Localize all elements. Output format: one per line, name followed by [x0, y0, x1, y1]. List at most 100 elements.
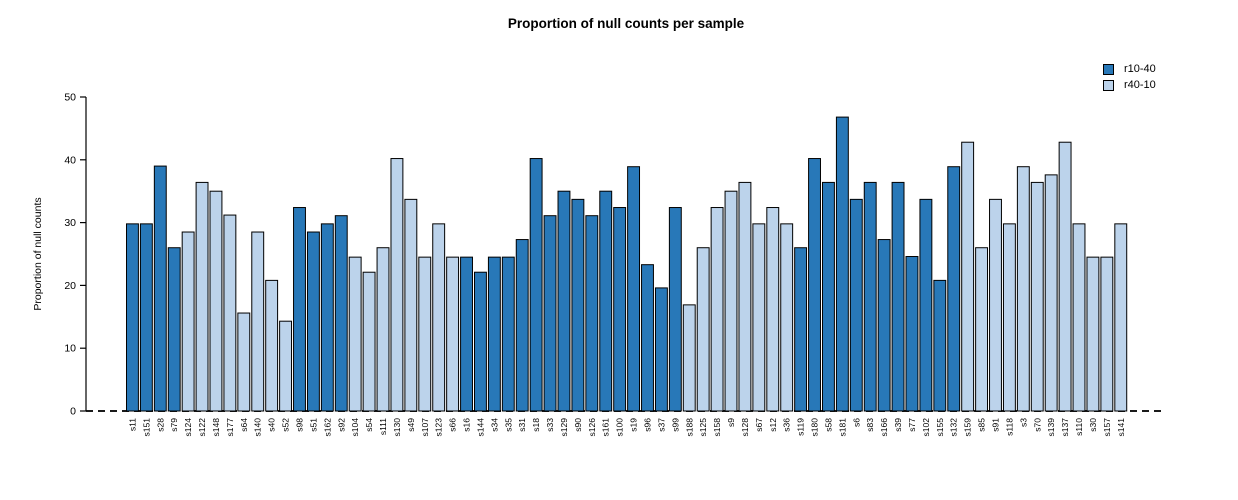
bar-s90 — [571, 198, 585, 412]
x-axis-label-s110: s110 — [1074, 418, 1084, 436]
x-axis-label-s83: s83 — [865, 418, 875, 432]
x-axis-label-s166: s166 — [879, 418, 889, 437]
legend: r10-40 r40-10 — [1103, 63, 1156, 91]
bar-s36 — [780, 223, 794, 412]
bar-s98 — [293, 207, 306, 412]
bar-s40 — [265, 279, 279, 412]
x-axis-label-s99: s99 — [670, 418, 680, 432]
x-axis-label-s54: s54 — [364, 418, 374, 432]
bar-s125 — [696, 247, 710, 412]
x-axis-label-s107: s107 — [420, 418, 430, 437]
x-axis-label-s90: s90 — [573, 418, 583, 432]
x-axis-label-s36: s36 — [782, 418, 792, 432]
bar-s155 — [933, 279, 947, 412]
x-axis-label-s137: s137 — [1060, 418, 1070, 437]
x-axis-label-s125: s125 — [698, 418, 708, 437]
x-axis-label-s126: s126 — [587, 418, 597, 437]
y-axis-tick-label: 10 — [64, 343, 76, 355]
bar-s148 — [209, 190, 223, 412]
x-axis-label-s35: s35 — [503, 418, 513, 432]
y-axis-tick-label: 30 — [64, 217, 76, 229]
x-axis-label-s100: s100 — [615, 418, 625, 437]
bar-s91 — [989, 198, 1002, 412]
bar-s102 — [919, 198, 933, 412]
bar-s124 — [181, 231, 195, 412]
bar-s6 — [849, 198, 863, 412]
y-axis-tick-label: 50 — [64, 92, 76, 104]
bar-s180 — [808, 158, 821, 412]
bar-s123 — [432, 223, 446, 412]
bar-s66 — [446, 256, 460, 412]
x-axis-label-s159: s159 — [963, 418, 973, 437]
bar-s158 — [710, 207, 724, 412]
legend-item-r40-10: r40-10 — [1103, 79, 1156, 91]
x-axis-label-s34: s34 — [489, 418, 499, 432]
x-axis-label-s128: s128 — [740, 418, 750, 437]
bar-s141 — [1114, 223, 1128, 412]
bar-s51 — [306, 231, 320, 412]
bar-s128 — [738, 181, 752, 412]
legend-label: r40-10 — [1124, 79, 1156, 91]
bar-s188 — [682, 304, 696, 412]
x-axis-label-s177: s177 — [225, 418, 235, 437]
x-axis-label-s66: s66 — [448, 418, 458, 432]
x-axis-label-s123: s123 — [434, 418, 444, 437]
x-axis-label-s79: s79 — [169, 418, 179, 432]
x-axis-label-s119: s119 — [796, 418, 806, 436]
x-axis-label-s11: s11 — [127, 418, 137, 431]
bar-s9 — [724, 190, 738, 412]
bar-s129 — [557, 190, 571, 412]
x-axis-label-s40: s40 — [267, 418, 277, 432]
x-axis-label-s58: s58 — [823, 418, 833, 432]
x-axis-label-s28: s28 — [155, 418, 165, 432]
bar-s139 — [1044, 174, 1058, 412]
x-axis-label-s139: s139 — [1046, 418, 1056, 437]
bar-s70 — [1030, 181, 1044, 412]
x-axis-label-s118: s118 — [1004, 418, 1014, 436]
bar-s64 — [237, 312, 251, 412]
bar-s107 — [418, 256, 432, 412]
bar-s33 — [543, 215, 557, 412]
x-axis-label-s31: s31 — [517, 418, 527, 432]
bar-s79 — [167, 247, 181, 412]
bar-s137 — [1058, 141, 1072, 412]
x-axis-label-s161: s161 — [601, 418, 611, 437]
x-axis-label-s98: s98 — [294, 418, 304, 432]
bar-s67 — [752, 223, 766, 412]
y-axis-tick-label: 20 — [64, 280, 76, 292]
legend-swatch-r10-40-icon — [1103, 63, 1114, 75]
x-axis-label-s104: s104 — [350, 418, 360, 437]
y-axis-tick-label: 40 — [64, 154, 76, 166]
bar-s39 — [891, 181, 905, 412]
bar-s54 — [362, 271, 376, 412]
x-axis-label-s181: s181 — [837, 418, 847, 437]
bar-s34 — [487, 256, 501, 412]
bar-s132 — [947, 166, 961, 412]
bar-s118 — [1002, 223, 1016, 412]
x-axis-label-s102: s102 — [921, 418, 931, 437]
legend-item-r10-40: r10-40 — [1103, 63, 1156, 75]
x-axis-label-s140: s140 — [253, 418, 263, 437]
bar-s19 — [627, 166, 641, 412]
bar-s104 — [348, 256, 362, 412]
bar-s28 — [153, 165, 167, 412]
bar-s92 — [334, 215, 348, 412]
x-axis-label-s9: s9 — [726, 418, 736, 427]
x-axis-label-s19: s19 — [629, 418, 639, 432]
bar-s30 — [1086, 256, 1100, 412]
x-axis-label-s39: s39 — [893, 418, 903, 432]
x-axis-label-s91: s91 — [990, 418, 1000, 432]
bar-s11 — [126, 223, 139, 412]
x-axis-label-s155: s155 — [935, 418, 945, 437]
legend-swatch-r40-10-icon — [1103, 79, 1114, 91]
bar-s157 — [1100, 256, 1114, 412]
bar-s77 — [905, 256, 919, 412]
bar-s31 — [515, 239, 529, 412]
x-axis-label-s132: s132 — [949, 418, 959, 437]
bar-s110 — [1072, 223, 1086, 412]
bar-s58 — [822, 181, 835, 412]
x-axis-label-s144: s144 — [475, 418, 485, 437]
bar-s144 — [474, 271, 487, 412]
legend-label: r10-40 — [1124, 63, 1156, 75]
